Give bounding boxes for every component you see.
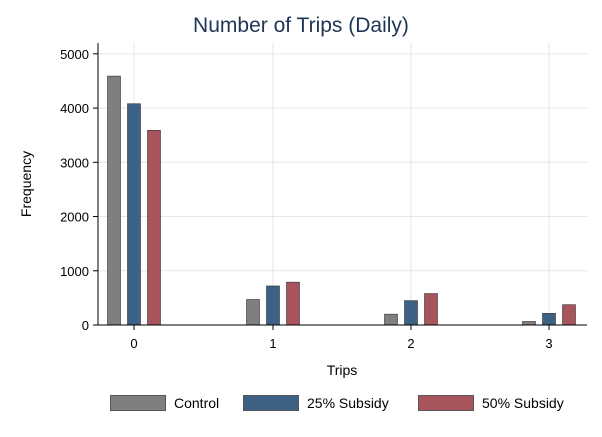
y-tick-label: 0	[82, 318, 89, 333]
bar-50-subsidy-3	[562, 304, 576, 326]
legend-label-25-subsidy: 25% Subsidy	[307, 395, 389, 411]
bar-25-subsidy-2	[404, 300, 418, 326]
x-axis-label: Trips	[326, 362, 358, 378]
legend-label-50-subsidy: 50% Subsidy	[482, 395, 564, 411]
legend-item-control: Control	[110, 393, 219, 413]
x-tick-label: 1	[269, 336, 276, 351]
legend-label-control: Control	[174, 395, 220, 411]
legend-swatch-50-subsidy	[418, 395, 474, 411]
bar-50-subsidy-1	[286, 281, 300, 326]
x-tick-label: 2	[407, 336, 414, 351]
legend-item-25-subsidy: 25% Subsidy	[243, 393, 389, 413]
y-tick-label: 4000	[60, 101, 89, 116]
legend-swatch-25-subsidy	[243, 395, 299, 411]
bar-control-3	[522, 321, 536, 326]
bar-control-0	[107, 75, 121, 326]
legend-item-50-subsidy: 50% Subsidy	[418, 393, 564, 413]
x-tick-label: 3	[545, 336, 552, 351]
bar-25-subsidy-0	[127, 103, 141, 326]
bar-50-subsidy-2	[424, 293, 438, 326]
bar-control-1	[246, 299, 260, 326]
legend-swatch-control	[110, 395, 166, 411]
y-tick-label: 3000	[60, 155, 89, 170]
y-tick-label: 5000	[60, 47, 89, 62]
x-tick-label: 0	[130, 336, 137, 351]
bar-control-2	[384, 313, 398, 326]
bar-25-subsidy-1	[266, 285, 280, 326]
bar-25-subsidy-3	[542, 313, 556, 326]
bar-50-subsidy-0	[147, 130, 161, 326]
chart-title: Number of Trips (Daily)	[193, 14, 409, 37]
y-tick-label: 1000	[60, 264, 89, 279]
y-tick-label: 2000	[60, 210, 89, 225]
legend: Control 25% Subsidy 50% Subsidy	[0, 393, 602, 415]
